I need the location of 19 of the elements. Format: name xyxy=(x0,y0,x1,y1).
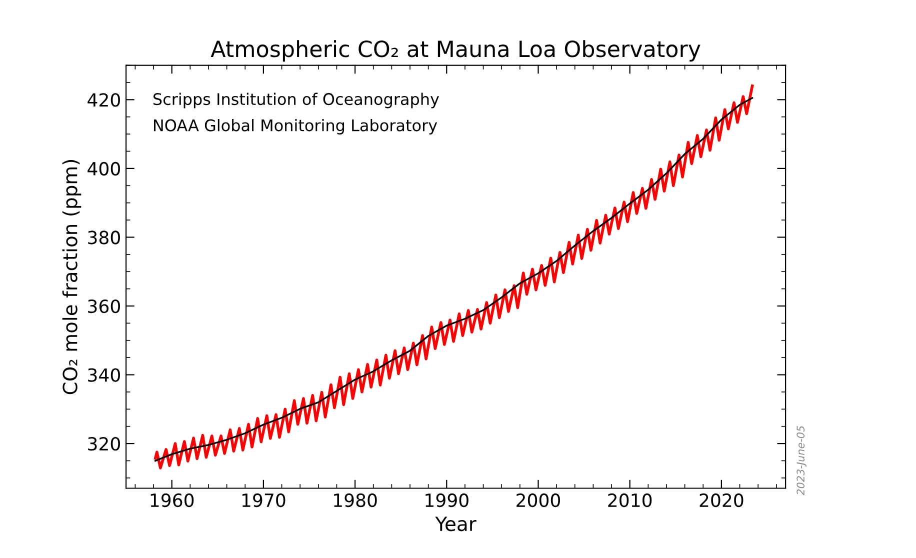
chart-title: Atmospheric CO₂ at Mauna Loa Observatory xyxy=(210,40,700,62)
x-tick-label: 2010 xyxy=(608,493,652,508)
x-tick-label: 1980 xyxy=(334,493,377,508)
y-tick-label: 380 xyxy=(88,230,120,244)
text: 2023-June-05 xyxy=(796,426,806,496)
annotation: Scripps Institution of Oceanography xyxy=(153,92,439,108)
x-tick-label: 2020 xyxy=(700,493,744,508)
x-axis-title: Year xyxy=(435,516,476,532)
y-tick-label: 360 xyxy=(88,299,120,314)
y-axis-title: CO₂ mole fraction (ppm) xyxy=(62,160,82,394)
x-tick-label: 2000 xyxy=(516,493,560,508)
x-tick-label: 1990 xyxy=(426,493,468,508)
x-tick-label: 1960 xyxy=(150,493,194,508)
y-tick-label: 320 xyxy=(88,437,120,451)
x-tick-label: 1970 xyxy=(242,493,286,508)
y-tick-label: 340 xyxy=(88,368,120,382)
y-tick-label: 420 xyxy=(88,93,120,107)
annotation: NOAA Global Monitoring Laboratory xyxy=(154,119,438,134)
y-tick-label: 400 xyxy=(88,162,120,176)
